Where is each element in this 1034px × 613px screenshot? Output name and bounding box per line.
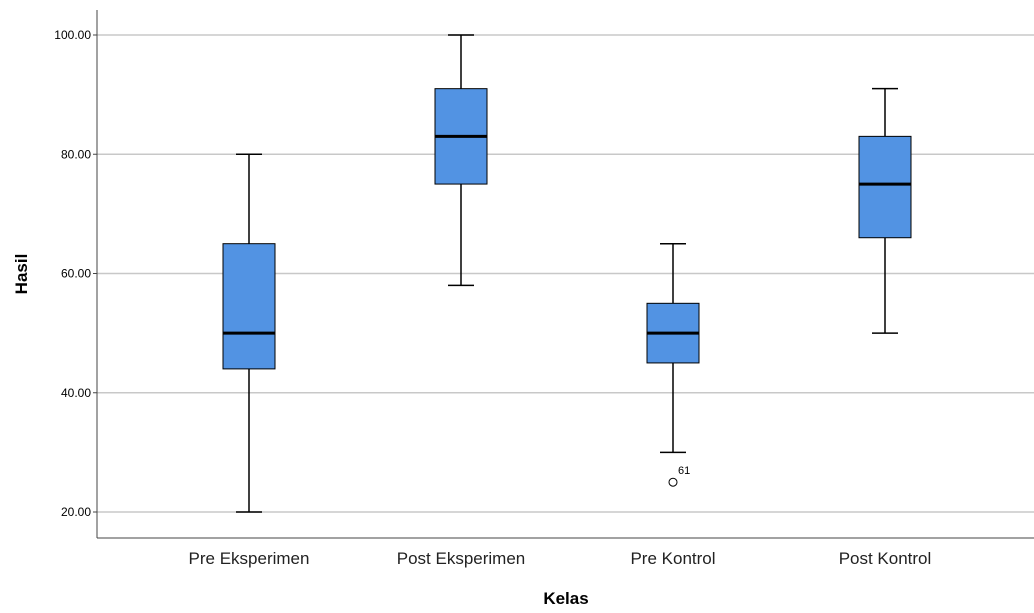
x-tick-label: Pre Kontrol: [630, 549, 715, 568]
x-tick-label: Pre Eksperimen: [189, 549, 310, 568]
y-tick-label: 80.00: [61, 147, 91, 161]
iqr-box: [858, 135, 912, 239]
x-axis-title: Kelas: [543, 589, 588, 608]
y-tick-label: 60.00: [61, 267, 91, 281]
y-tick-label: 20.00: [61, 505, 91, 519]
outlier-point: [668, 477, 678, 487]
box-group: 61: [646, 242, 700, 487]
box-group: [222, 153, 276, 513]
iqr-box: [222, 243, 276, 370]
y-axis-title: Hasil: [12, 254, 31, 295]
y-tick-labels: 20.00 40.00 60.00 80.00 100.00: [54, 28, 97, 519]
outlier-label: 61: [678, 465, 690, 477]
y-tick-label: 40.00: [61, 386, 91, 400]
x-tick-labels: Pre Eksperimen Post Eksperimen Pre Kontrol…: [189, 549, 932, 568]
box-group: [858, 87, 912, 334]
box-layer: 61: [222, 34, 912, 513]
box-group: [434, 34, 488, 287]
x-tick-label: Post Kontrol: [839, 549, 932, 568]
y-tick-label: 100.00: [54, 28, 91, 42]
x-tick-label: Post Eksperimen: [397, 549, 526, 568]
